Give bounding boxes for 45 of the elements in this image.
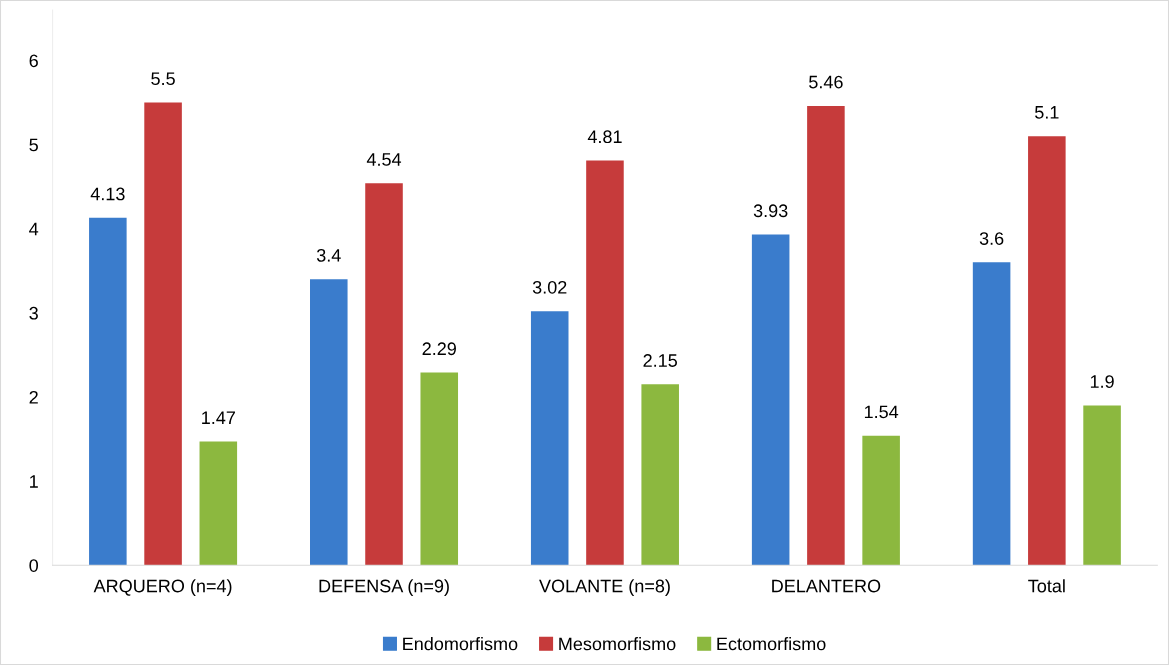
- bar: [1028, 136, 1066, 566]
- bar: [89, 217, 127, 566]
- y-tick-label: 6: [29, 54, 38, 68]
- bar: [862, 435, 900, 566]
- data-label: 3.6: [979, 232, 1004, 245]
- data-label: 5.46: [809, 75, 843, 89]
- x-tick-label: ARQUERO (n=4): [93, 579, 232, 596]
- data-label: 2.15: [643, 354, 678, 367]
- y-tick-label: 5: [29, 138, 38, 152]
- x-tick-label: DEFENSA (n=9): [319, 579, 449, 596]
- bar: [586, 160, 624, 566]
- data-label: 5.5: [151, 72, 175, 86]
- y-tick-label: 0: [29, 559, 39, 572]
- bar: [420, 372, 459, 566]
- legend-label: Mesomorfismo: [559, 637, 676, 651]
- data-label: 5.1: [1035, 106, 1059, 119]
- y-tick-label: 2: [29, 390, 38, 404]
- bar: [751, 234, 790, 566]
- data-label: 4.54: [366, 153, 402, 166]
- y-tick-label: 1: [30, 475, 38, 488]
- bar: [310, 279, 348, 566]
- x-tick-label: DELANTERO: [772, 579, 881, 593]
- data-label: 3.93: [753, 204, 788, 218]
- bar: [144, 102, 182, 566]
- y-tick-label: 4: [29, 222, 39, 236]
- y-tick-label: 3: [29, 306, 38, 320]
- bar: [530, 311, 569, 566]
- data-label: 4.13: [90, 187, 125, 201]
- data-label: 3.02: [532, 280, 567, 294]
- legend-label: Ectomorfismo: [717, 637, 826, 651]
- data-label: 1.54: [864, 405, 899, 419]
- data-label: 3.4: [316, 248, 341, 262]
- data-label: 1.47: [202, 411, 235, 424]
- bar: [972, 262, 1011, 566]
- bar: [365, 183, 403, 566]
- bar: [199, 441, 238, 566]
- bar: [1083, 405, 1121, 566]
- data-label: 1.9: [1090, 375, 1114, 388]
- x-tick-label: Total: [1028, 579, 1065, 593]
- legend-label: Endomorfismo: [403, 637, 518, 651]
- bar: [807, 105, 845, 566]
- bar: [641, 384, 679, 566]
- data-label: 4.81: [587, 130, 622, 144]
- data-label: 2.29: [422, 342, 456, 356]
- x-tick-label: VOLANTE (n=8): [539, 579, 670, 596]
